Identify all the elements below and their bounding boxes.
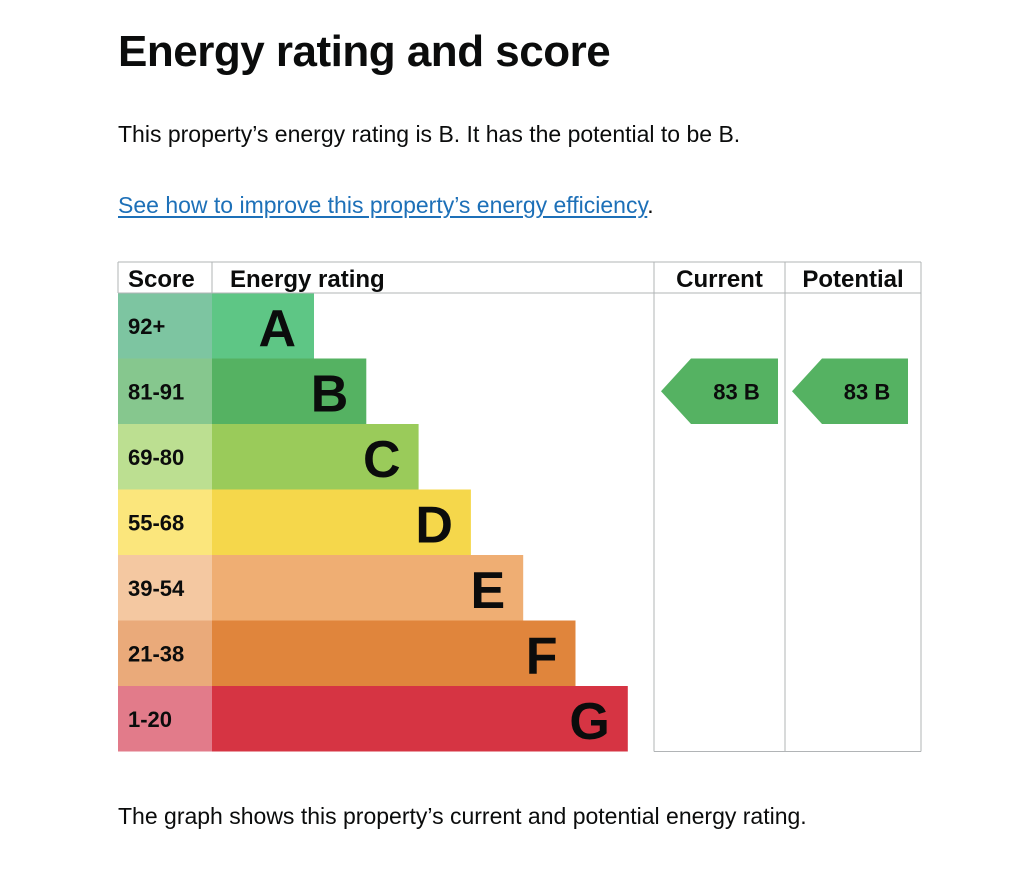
rating-bar-b [212,358,367,424]
score-range-g: 1-20 [128,707,172,732]
page-title: Energy rating and score [118,27,611,76]
potential-label: 83 B [844,379,890,404]
rating-letter-f: F [526,627,558,685]
score-cell-b [118,358,212,424]
header-energy-rating: Energy rating [230,266,385,293]
header-score: Score [128,266,195,293]
score-range-f: 21-38 [128,641,184,666]
current-arrow [661,358,778,424]
rating-letter-b: B [311,365,349,423]
rating-letter-g: G [569,693,609,751]
rating-bar-e [212,555,524,621]
improve-link-paragraph: See how to improve this property’s energ… [118,190,654,220]
score-range-c: 69-80 [128,445,184,470]
rating-bar-d [212,489,471,555]
header-current: Current [676,266,763,293]
score-cell-e [118,555,212,621]
score-range-e: 39-54 [128,576,185,601]
current-label: 83 B [713,379,759,404]
header-potential: Potential [802,266,903,293]
score-range-a: 92+ [128,314,165,339]
score-cell-g [118,686,212,752]
score-cell-d [118,489,212,555]
rating-summary: This property’s energy rating is B. It h… [118,121,741,147]
rating-letter-a: A [258,300,296,358]
score-cell-f [118,620,212,686]
score-cell-a [118,293,212,359]
chart-caption: The graph shows this property’s current … [118,803,807,829]
rating-letter-c: C [363,431,401,489]
rating-bar-a [212,293,314,359]
rating-bar-c [212,424,419,490]
potential-arrow [792,358,908,424]
rating-bar-f [212,620,576,686]
rating-letter-e: E [471,562,506,620]
improve-efficiency-link[interactable]: See how to improve this property’s energ… [118,192,648,218]
link-suffix: . [647,192,654,218]
rating-bar-g [212,686,628,752]
rating-letter-d: D [415,496,453,554]
score-range-b: 81-91 [128,379,184,404]
score-range-d: 55-68 [128,510,184,535]
score-cell-c [118,424,212,490]
